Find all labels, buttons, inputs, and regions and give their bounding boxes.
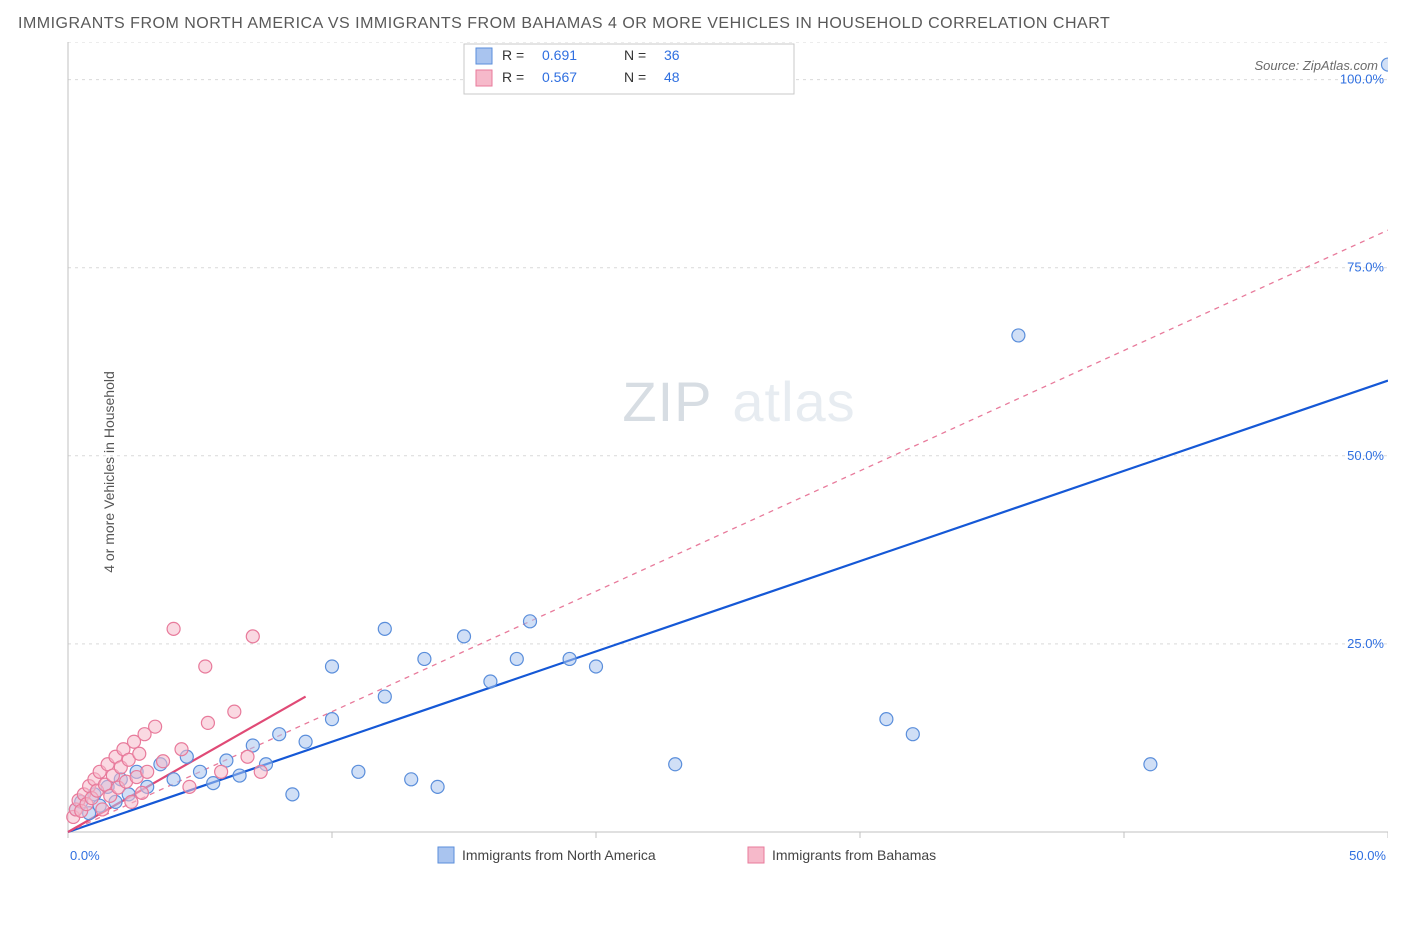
legend-n-label: N = (624, 69, 646, 85)
y-tick-label: 25.0% (1347, 636, 1384, 651)
x-tick-label: 0.0% (70, 848, 100, 863)
point-north_america (524, 615, 537, 628)
legend-swatch (476, 48, 492, 64)
point-north_america (418, 652, 431, 665)
legend-swatch (476, 70, 492, 86)
y-axis-label: 4 or more Vehicles in Household (101, 371, 117, 573)
point-bahamas (199, 660, 212, 673)
point-north_america (880, 713, 893, 726)
point-bahamas (149, 720, 162, 733)
point-bahamas (135, 786, 148, 799)
point-bahamas (228, 705, 241, 718)
point-north_america (458, 630, 471, 643)
legend-label-bah: Immigrants from Bahamas (772, 847, 936, 863)
legend-swatch (438, 847, 454, 863)
scatter-chart: 25.0% 50.0% 75.0% 100.0% 0.0% 50.0% ZIP atlas R … (18, 42, 1388, 902)
point-bahamas (241, 750, 254, 763)
point-north_america (484, 675, 497, 688)
point-north_america (1382, 58, 1389, 71)
point-bahamas (201, 716, 214, 729)
watermark: atlas (732, 370, 855, 433)
point-north_america (906, 728, 919, 741)
point-north_america (1012, 329, 1025, 342)
point-north_america (273, 728, 286, 741)
legend-n-value: 48 (664, 69, 680, 85)
point-north_america (1144, 758, 1157, 771)
watermark: ZIP (622, 370, 712, 433)
point-north_america (326, 660, 339, 673)
point-bahamas (246, 630, 259, 643)
y-tick-label: 75.0% (1347, 260, 1384, 275)
trend-line-bahamas (68, 230, 1388, 832)
point-north_america (352, 765, 365, 778)
page-title: IMMIGRANTS FROM NORTH AMERICA VS IMMIGRA… (18, 12, 1118, 36)
point-bahamas (96, 803, 109, 816)
point-north_america (590, 660, 603, 673)
point-north_america (431, 780, 444, 793)
point-north_america (194, 765, 207, 778)
point-north_america (378, 690, 391, 703)
point-bahamas (125, 795, 138, 808)
point-bahamas (133, 747, 146, 760)
series-legend: Immigrants from North America Immigrants … (438, 847, 936, 863)
point-north_america (405, 773, 418, 786)
legend-r-label: R = (502, 69, 524, 85)
legend-r-value: 0.567 (542, 69, 577, 85)
point-north_america (563, 652, 576, 665)
legend-swatch (748, 847, 764, 863)
legend-label-na: Immigrants from North America (462, 847, 656, 863)
point-bahamas (175, 743, 188, 756)
point-north_america (378, 622, 391, 635)
point-bahamas (183, 780, 196, 793)
point-north_america (669, 758, 682, 771)
legend-n-label: N = (624, 47, 646, 63)
chart-container: 4 or more Vehicles in Household 25.0% 50.… (18, 42, 1388, 902)
point-north_america (207, 777, 220, 790)
point-bahamas (254, 765, 267, 778)
point-bahamas (215, 765, 228, 778)
point-bahamas (167, 622, 180, 635)
x-tick-label: 50.0% (1349, 848, 1386, 863)
legend-r-label: R = (502, 47, 524, 63)
point-bahamas (157, 755, 170, 768)
y-tick-label: 100.0% (1340, 72, 1385, 87)
point-north_america (286, 788, 299, 801)
point-north_america (510, 652, 523, 665)
legend-n-value: 36 (664, 47, 680, 63)
y-tick-label: 50.0% (1347, 448, 1384, 463)
point-north_america (233, 769, 246, 782)
point-north_america (167, 773, 180, 786)
point-north_america (326, 713, 339, 726)
legend-r-value: 0.691 (542, 47, 577, 63)
point-bahamas (141, 765, 154, 778)
point-north_america (299, 735, 312, 748)
